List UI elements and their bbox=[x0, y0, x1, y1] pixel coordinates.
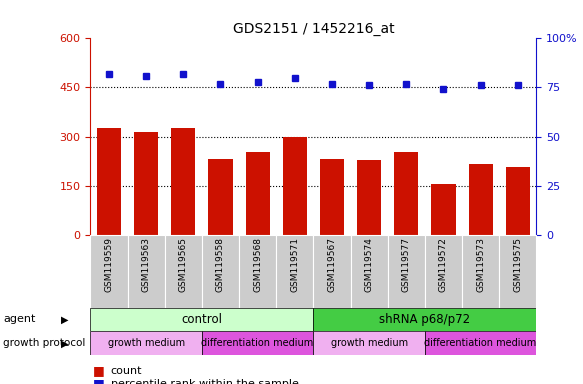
Bar bbox=[350, 235, 388, 308]
Bar bbox=[462, 235, 499, 308]
Bar bbox=[283, 137, 307, 235]
Bar bbox=[202, 235, 239, 308]
Bar bbox=[313, 331, 425, 355]
Bar bbox=[394, 152, 419, 235]
Text: GSM119567: GSM119567 bbox=[328, 237, 336, 292]
Bar bbox=[128, 235, 164, 308]
Bar bbox=[239, 235, 276, 308]
Text: differentiation medium: differentiation medium bbox=[202, 338, 314, 348]
Text: GSM119571: GSM119571 bbox=[290, 237, 299, 292]
Bar bbox=[134, 132, 158, 235]
Text: growth protocol: growth protocol bbox=[3, 338, 85, 348]
Text: percentile rank within the sample: percentile rank within the sample bbox=[111, 379, 298, 384]
Bar bbox=[313, 235, 350, 308]
Text: control: control bbox=[181, 313, 222, 326]
Bar bbox=[171, 128, 195, 235]
Bar bbox=[469, 164, 493, 235]
Text: GSM119563: GSM119563 bbox=[142, 237, 150, 292]
Bar bbox=[320, 159, 344, 235]
Text: GSM119574: GSM119574 bbox=[364, 237, 374, 292]
Bar bbox=[97, 128, 121, 235]
Title: GDS2151 / 1452216_at: GDS2151 / 1452216_at bbox=[233, 22, 394, 36]
Bar bbox=[90, 235, 128, 308]
Bar bbox=[499, 235, 536, 308]
Text: growth medium: growth medium bbox=[331, 338, 408, 348]
Bar bbox=[90, 308, 314, 331]
Text: shRNA p68/p72: shRNA p68/p72 bbox=[380, 313, 470, 326]
Bar bbox=[425, 331, 536, 355]
Text: GSM119572: GSM119572 bbox=[439, 237, 448, 292]
Text: agent: agent bbox=[3, 314, 36, 324]
Bar bbox=[357, 160, 381, 235]
Bar bbox=[313, 308, 536, 331]
Bar bbox=[505, 167, 530, 235]
Text: GSM119558: GSM119558 bbox=[216, 237, 225, 292]
Text: ▶: ▶ bbox=[61, 338, 69, 348]
Bar bbox=[164, 235, 202, 308]
Bar bbox=[431, 184, 455, 235]
Text: GSM119575: GSM119575 bbox=[513, 237, 522, 292]
Text: GSM119568: GSM119568 bbox=[253, 237, 262, 292]
Bar bbox=[388, 235, 425, 308]
Text: GSM119577: GSM119577 bbox=[402, 237, 411, 292]
Text: differentiation medium: differentiation medium bbox=[424, 338, 537, 348]
Bar bbox=[245, 152, 270, 235]
Bar bbox=[202, 331, 313, 355]
Text: count: count bbox=[111, 366, 142, 376]
Bar bbox=[425, 235, 462, 308]
Text: ▶: ▶ bbox=[61, 314, 69, 324]
Text: ■: ■ bbox=[93, 364, 105, 377]
Text: GSM119559: GSM119559 bbox=[104, 237, 114, 292]
Text: GSM119573: GSM119573 bbox=[476, 237, 485, 292]
Text: growth medium: growth medium bbox=[107, 338, 185, 348]
Bar bbox=[276, 235, 313, 308]
Bar bbox=[208, 159, 233, 235]
Bar bbox=[90, 331, 202, 355]
Text: GSM119565: GSM119565 bbox=[179, 237, 188, 292]
Text: ■: ■ bbox=[93, 377, 105, 384]
